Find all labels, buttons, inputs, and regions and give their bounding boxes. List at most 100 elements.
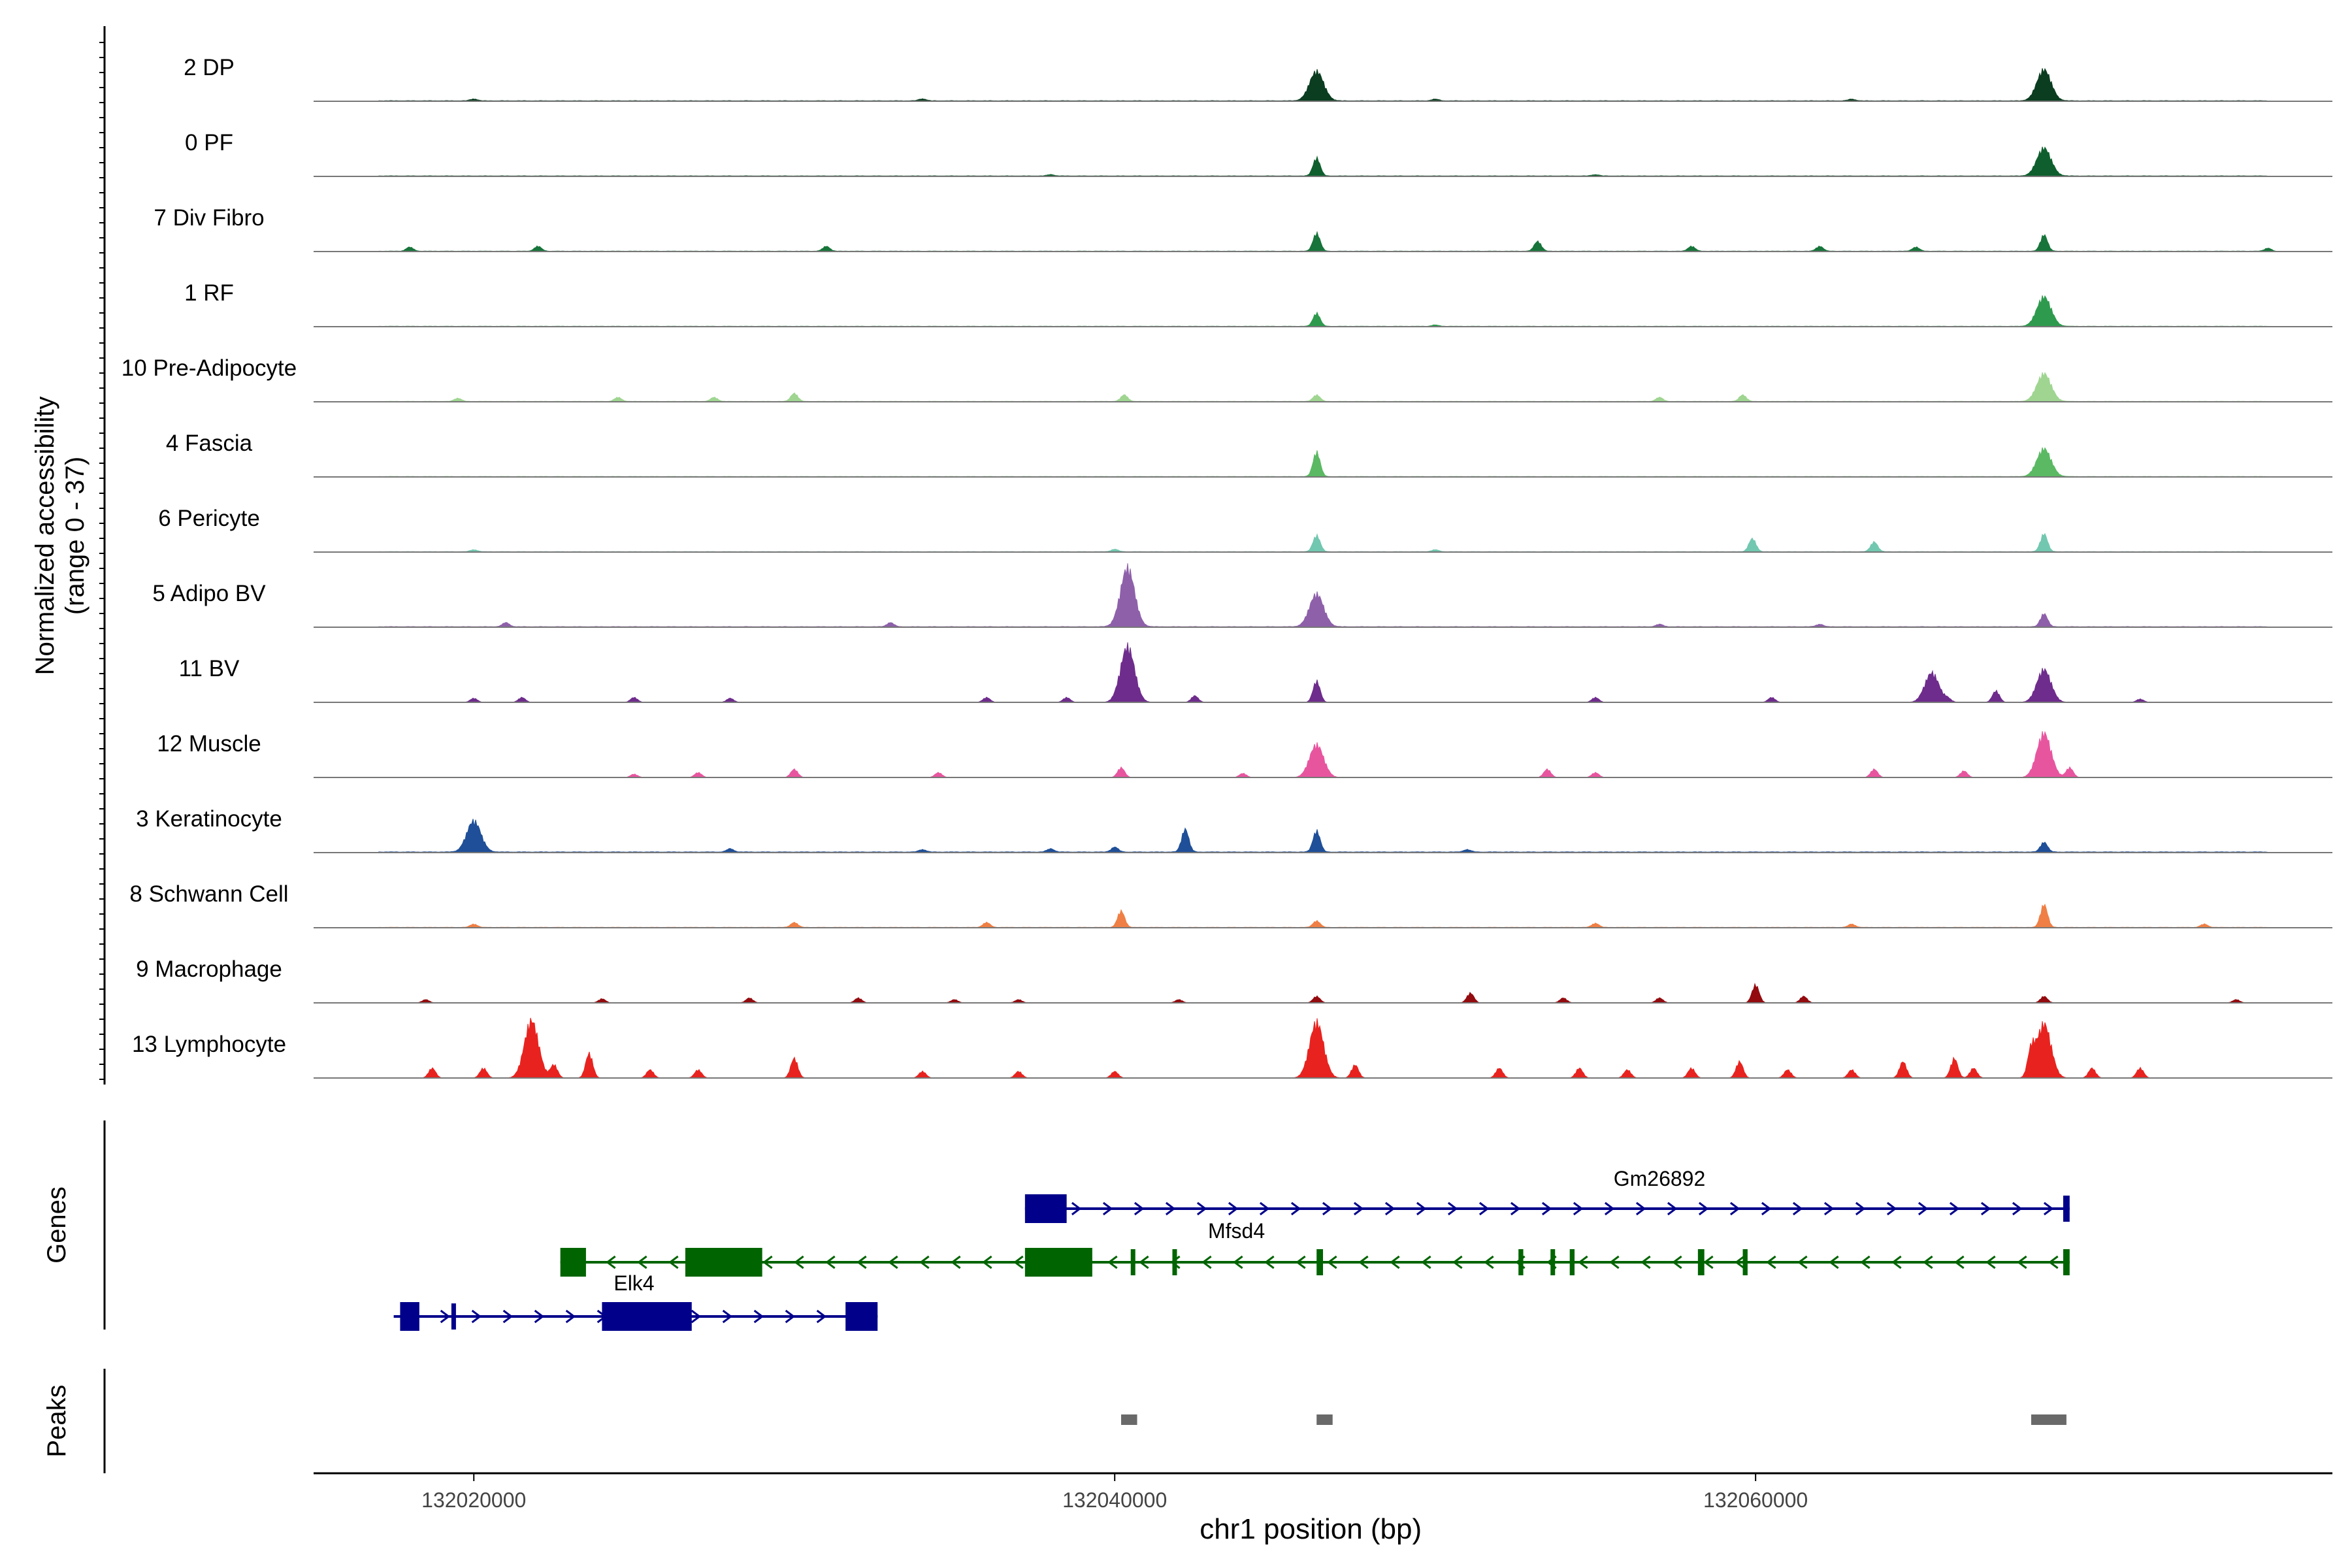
strand-chevron (1259, 1201, 1270, 1216)
track-label: 8 Schwann Cell (129, 881, 288, 907)
strand-chevron (1578, 1255, 1588, 1269)
strand-chevron (1484, 1255, 1494, 1269)
genes-axis-title: Genes (42, 1186, 71, 1264)
track-label: 9 Macrophage (136, 956, 282, 982)
strand-chevron (785, 1309, 796, 1324)
track-signal (314, 231, 2281, 252)
strand-chevron (1949, 1201, 1960, 1216)
strand-chevron (1322, 1201, 1333, 1216)
strand-chevron (2017, 1255, 2027, 1269)
exon (400, 1302, 419, 1331)
track-label: 6 Pericyte (158, 506, 260, 531)
strand-chevron (1296, 1255, 1306, 1269)
strand-chevron (1761, 1201, 1772, 1216)
strand-chevron (951, 1255, 961, 1269)
strand-chevron (2048, 1255, 2059, 1269)
strand-chevron (1421, 1255, 1431, 1269)
strand-chevron (1829, 1255, 1839, 1269)
strand-chevron (762, 1255, 773, 1269)
exon (1024, 1248, 1092, 1277)
strand-chevron (1703, 1255, 1714, 1269)
track-7-div-fibro: 7 Div Fibro (154, 205, 2332, 252)
strand-chevron (1823, 1201, 1835, 1216)
strand-chevron (1228, 1201, 1239, 1216)
track-signal (314, 447, 2280, 478)
strand-chevron (1201, 1255, 1212, 1269)
track-signal (314, 903, 2280, 928)
track-signal (314, 372, 2280, 402)
exon (685, 1248, 762, 1277)
track-2-dp: 2 DP (184, 55, 2332, 102)
peak-region (2031, 1414, 2066, 1425)
track-signal (314, 68, 2280, 102)
exon (1172, 1249, 1177, 1275)
strand-chevron (1886, 1201, 1897, 1216)
strand-chevron (1071, 1201, 1082, 1216)
strand-chevron (2012, 1201, 2023, 1216)
track-6-pericyte: 6 Pericyte (158, 506, 2332, 553)
track-signal (314, 983, 2280, 1004)
gene-label: Gm26892 (1614, 1167, 1706, 1190)
strand-chevron (1766, 1255, 1776, 1269)
strand-chevron (1729, 1201, 1740, 1216)
strand-chevron (1139, 1255, 1149, 1269)
track-signal (314, 730, 2280, 778)
strand-chevron (471, 1309, 482, 1324)
exon (602, 1302, 692, 1331)
track-label: 11 BV (179, 656, 240, 681)
strand-chevron (1233, 1255, 1243, 1269)
strand-chevron (1510, 1201, 1521, 1216)
track-label: 12 Muscle (157, 731, 261, 757)
strand-chevron (1573, 1201, 1584, 1216)
track-label: 2 DP (184, 55, 235, 80)
track-signal (314, 532, 2280, 553)
strand-chevron (440, 1309, 451, 1324)
track-1-rf: 1 RF (184, 280, 2332, 327)
track-signal (314, 819, 2280, 853)
strand-chevron (691, 1309, 702, 1324)
strand-chevron (1855, 1201, 1866, 1216)
strand-chevron (982, 1255, 992, 1269)
track-label: 13 Lymphocyte (132, 1032, 286, 1057)
track-panel: 2 DP 0 PF 7 Div Fibro 1 RF 10 Pre-Adipocyte 4… (99, 26, 2332, 1085)
track-signal (314, 642, 2280, 703)
peak-region (1316, 1414, 1333, 1425)
strand-chevron (1447, 1201, 1458, 1216)
track-label: 3 Keratinocyte (136, 806, 282, 832)
strand-chevron (888, 1255, 898, 1269)
strand-chevron (1797, 1255, 1808, 1269)
x-axis-title: chr1 position (bp) (1200, 1513, 1422, 1545)
strand-chevron (1667, 1201, 1678, 1216)
y-axis-title-line2: (range 0 - 37) (61, 457, 90, 615)
track-signal (314, 146, 2280, 177)
strand-chevron (919, 1255, 930, 1269)
exon (1518, 1249, 1524, 1275)
strand-chevron (502, 1309, 514, 1324)
exon (560, 1248, 586, 1277)
strand-chevron (1641, 1255, 1651, 1269)
strand-chevron (534, 1309, 545, 1324)
strand-chevron (1196, 1201, 1207, 1216)
x-tick-label: 132040000 (1062, 1488, 1167, 1512)
strand-chevron (637, 1255, 647, 1269)
strand-chevron (753, 1309, 764, 1324)
exon (2063, 1249, 2070, 1275)
peaks-axis-title: Peaks (42, 1384, 71, 1457)
exon (451, 1303, 456, 1330)
strand-chevron (1358, 1255, 1369, 1269)
x-axis: 132020000 132040000 132060000 (314, 1472, 2332, 1512)
strand-chevron (1923, 1255, 1933, 1269)
track-label: 10 Pre-Adipocyte (122, 355, 297, 381)
strand-chevron (1170, 1255, 1181, 1269)
strand-chevron (1102, 1201, 1113, 1216)
track-5-adipo-bv: 5 Adipo BV (152, 563, 2332, 628)
gene-gm26892: Gm26892 (1024, 1167, 2070, 1223)
strand-chevron (1918, 1201, 1929, 1216)
track-signal (314, 295, 2280, 327)
strand-chevron (1478, 1201, 1490, 1216)
strand-chevron (722, 1309, 733, 1324)
strand-chevron (1609, 1255, 1620, 1269)
exon (1742, 1249, 1748, 1275)
strand-chevron (1792, 1201, 1803, 1216)
